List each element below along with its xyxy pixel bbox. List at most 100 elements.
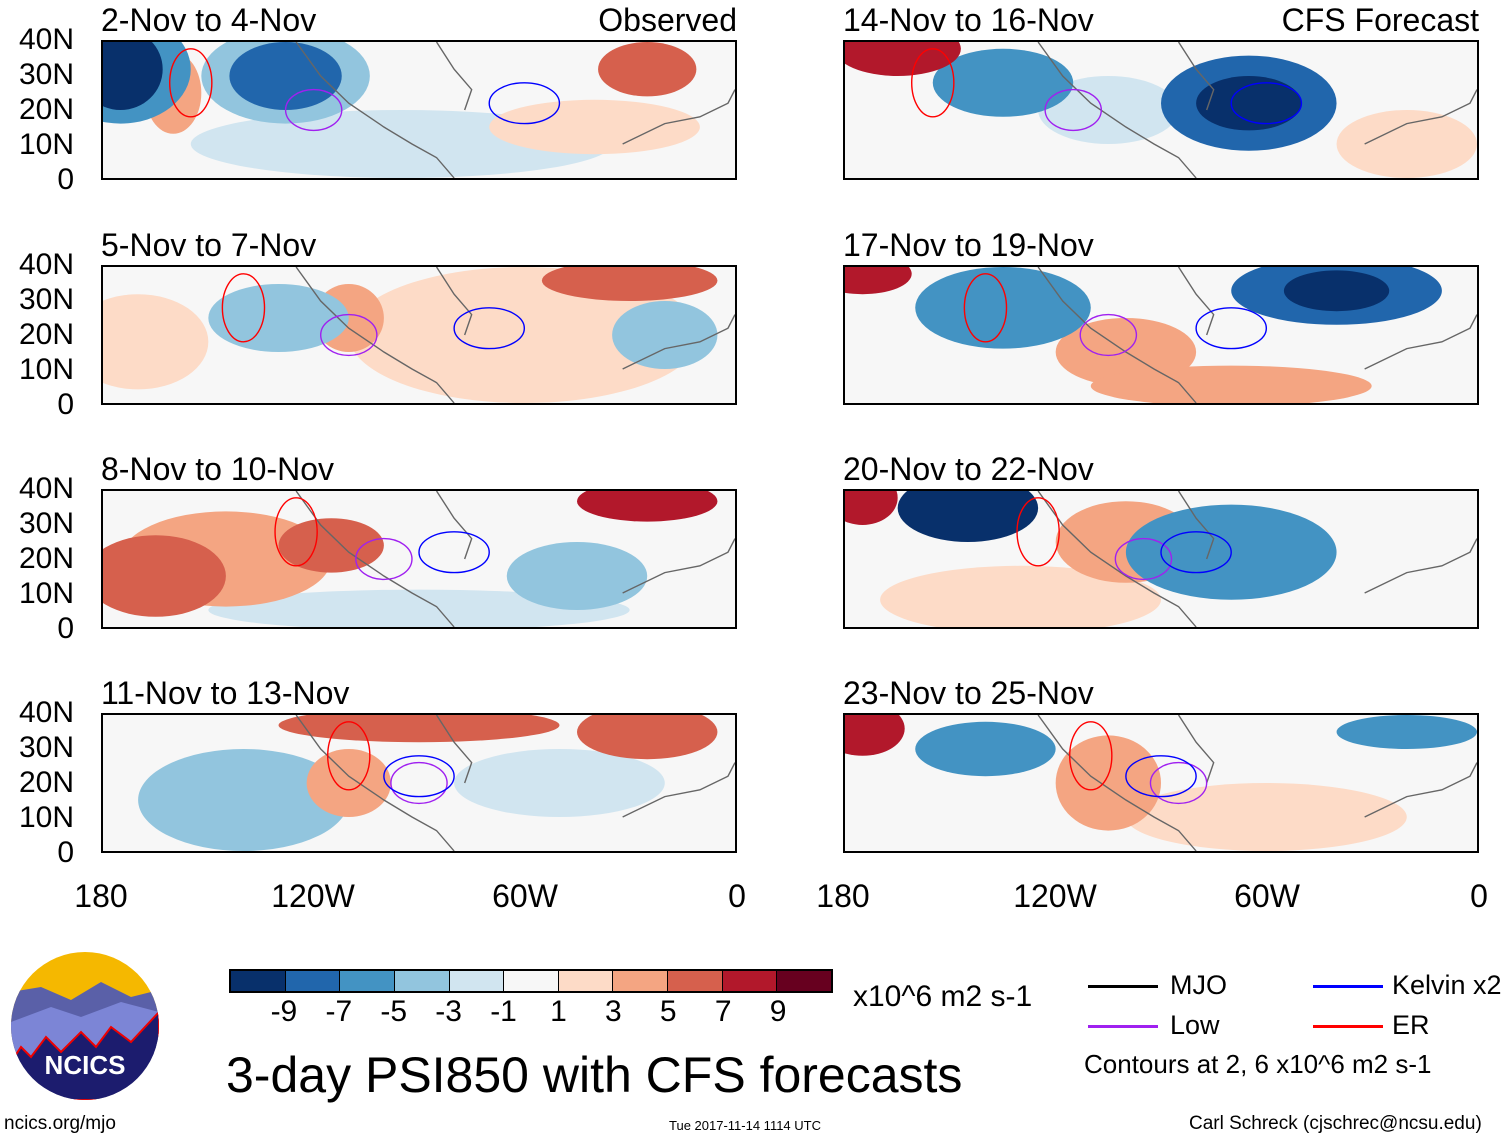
anomaly-region [1055,735,1161,831]
lat-tick-label: 0 [57,388,74,421]
colorbar-label: 5 [659,995,677,1028]
timestamp: Tue 2017-11-14 1114 UTC [669,1118,821,1133]
lon-tick-label: 60W [492,878,558,914]
colorbar-label: 3 [605,995,622,1028]
lat-tick-label: 40N [18,696,74,729]
legend-line-low [1088,1025,1158,1028]
lat-tick-label: 10N [18,801,74,834]
colorbar-swatch [668,971,723,991]
colorbar-swatch [558,971,614,991]
coastline [295,42,735,178]
panel-title: 5-Nov to 7-Nov [101,227,317,263]
panel-title: 11-Nov to 13-Nov [101,675,350,711]
anomaly-region [454,749,665,817]
contour-er [221,273,266,343]
lon-tick-label: 0 [1470,878,1488,914]
colorbar-swatch [231,971,286,991]
figure-title: 3-day PSI850 with CFS forecasts [226,1047,963,1103]
lon-tick-label: 120W [271,878,355,914]
source-url[interactable]: ncics.org/mjo [4,1113,116,1134]
legend-line-mjo [1088,985,1158,988]
lat-tick-label: 10N [18,577,74,610]
anomaly-region [1283,270,1390,312]
colorbar-swatch [394,971,450,991]
anomaly-region [1090,365,1372,403]
colorbar-swatch [777,971,832,991]
colorbar-label: -5 [380,995,408,1028]
contours-note: Contours at 2, 6 x10^6 m2 s-1 [1084,1049,1432,1079]
lon-tick-label: 180 [74,878,128,914]
map-panel [843,713,1479,853]
lat-tick-label: 10N [18,353,74,386]
anomaly-region [880,565,1161,627]
anomaly-region [932,48,1074,117]
map-panel [101,265,737,405]
colorbar-label: 1 [550,995,567,1028]
anomaly-region [598,42,697,97]
contour-low [284,88,343,132]
colorbar-label: 7 [714,995,732,1028]
lat-tick-label: 30N [18,58,74,91]
anomaly-region [348,267,700,403]
anomaly-region [845,42,961,76]
anomaly-region [506,542,648,610]
contour-low [319,313,378,357]
contour-kelvin [488,82,561,125]
anomaly-region [489,99,700,155]
lon-tick-label: 60W [1234,878,1300,914]
anomaly-region [915,267,1091,349]
coastline [1037,715,1477,851]
anomaly-region [612,301,718,369]
anomaly-region [915,721,1056,777]
units-label: x10^6 m2 s-1 [853,980,1033,1013]
contour-er [963,273,1008,343]
contour-low [1079,313,1138,357]
coastline [1037,267,1477,403]
lat-tick-label: 40N [18,472,74,505]
lat-tick-label: 0 [57,163,74,196]
map-panel [101,40,737,180]
contour-kelvin [383,755,455,798]
svg-text:NCICS: NCICS [45,1050,126,1080]
colorbar-swatch [504,971,559,991]
anomaly-region [138,749,349,851]
anomaly-region [208,284,349,352]
contour-er [1016,497,1060,567]
contour-er [911,48,955,118]
colorbar [229,969,833,993]
contour-kelvin [453,307,526,350]
lon-tick-label: 0 [728,878,746,914]
legend-label-mjo: MJO [1170,970,1227,1000]
observed-label: Observed [598,2,737,38]
lat-tick-label: 40N [18,248,74,281]
lat-tick-label: 10N [18,128,74,161]
colorbar-label: -9 [270,995,298,1028]
contour-er [1069,721,1113,791]
anomaly-region [1038,76,1179,144]
anomaly-region [1336,110,1477,178]
map-panel [101,713,737,853]
lat-tick-label: 20N [18,93,74,126]
coastline [295,715,735,851]
map-panel [843,489,1479,629]
anomaly-region [229,42,342,110]
lat-tick-label: 0 [57,612,74,645]
anomaly-region [1196,76,1302,131]
lat-tick-label: 20N [18,766,74,799]
legend-label-kelvin: Kelvin x2 [1392,970,1502,1000]
anomaly-region [208,589,630,627]
panel-title: 14-Nov to 16-Nov [843,2,1094,38]
legend-line-er [1313,1025,1383,1028]
panel-title: 17-Nov to 19-Nov [843,227,1094,263]
contour-low [390,761,448,805]
map-panel [843,40,1479,180]
contour-kelvin [1195,307,1268,350]
contour-er [169,48,213,118]
lon-tick-label: 120W [1013,878,1097,914]
anomaly-region [1125,783,1407,851]
anomaly-region [1336,715,1477,749]
anomaly-region [577,491,718,522]
anomaly-region [845,491,898,525]
anomaly-region [541,267,718,301]
coastline [1037,42,1477,178]
